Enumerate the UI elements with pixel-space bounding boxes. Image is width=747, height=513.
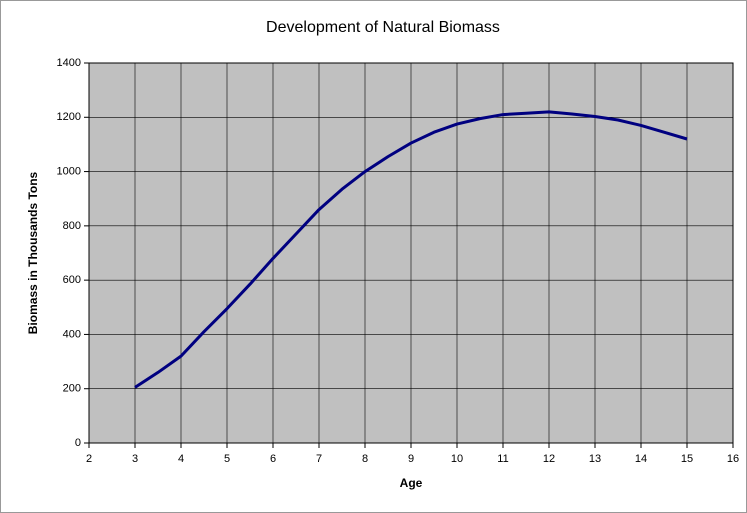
x-tick-label: 5 xyxy=(224,453,230,465)
data-line xyxy=(134,110,688,389)
y-tick-label: 0 xyxy=(75,437,81,449)
x-tick-label: 16 xyxy=(727,453,739,465)
x-tick-label: 3 xyxy=(132,453,138,465)
x-tick-label: 8 xyxy=(362,453,368,465)
y-tick-label: 1000 xyxy=(57,165,81,177)
x-axis-label: Age xyxy=(400,476,423,490)
x-tick-label: 9 xyxy=(408,453,414,465)
x-tick-label: 10 xyxy=(451,453,463,465)
x-tick-label: 12 xyxy=(543,453,555,465)
x-tick-label: 13 xyxy=(589,453,601,465)
y-tick-label: 400 xyxy=(63,328,81,340)
y-axis-label: Biomass in Thousands Tons xyxy=(26,171,40,334)
plot-border xyxy=(88,62,734,444)
x-tick-label: 11 xyxy=(497,453,508,465)
y-tick-label: 1200 xyxy=(57,111,81,123)
x-tick-label: 4 xyxy=(178,453,184,465)
y-tick-label: 200 xyxy=(63,383,81,395)
y-tick-label: 1400 xyxy=(57,57,81,69)
x-tick-label: 15 xyxy=(681,453,693,465)
x-tick-label: 2 xyxy=(86,453,92,465)
x-tick-label: 7 xyxy=(316,453,322,465)
chart-title: Development of Natural Biomass xyxy=(266,19,500,36)
y-tick-label: 800 xyxy=(63,220,81,232)
x-tick-label: 6 xyxy=(270,453,276,465)
x-tick-label: 14 xyxy=(635,453,647,465)
y-tick-label: 600 xyxy=(63,274,81,286)
